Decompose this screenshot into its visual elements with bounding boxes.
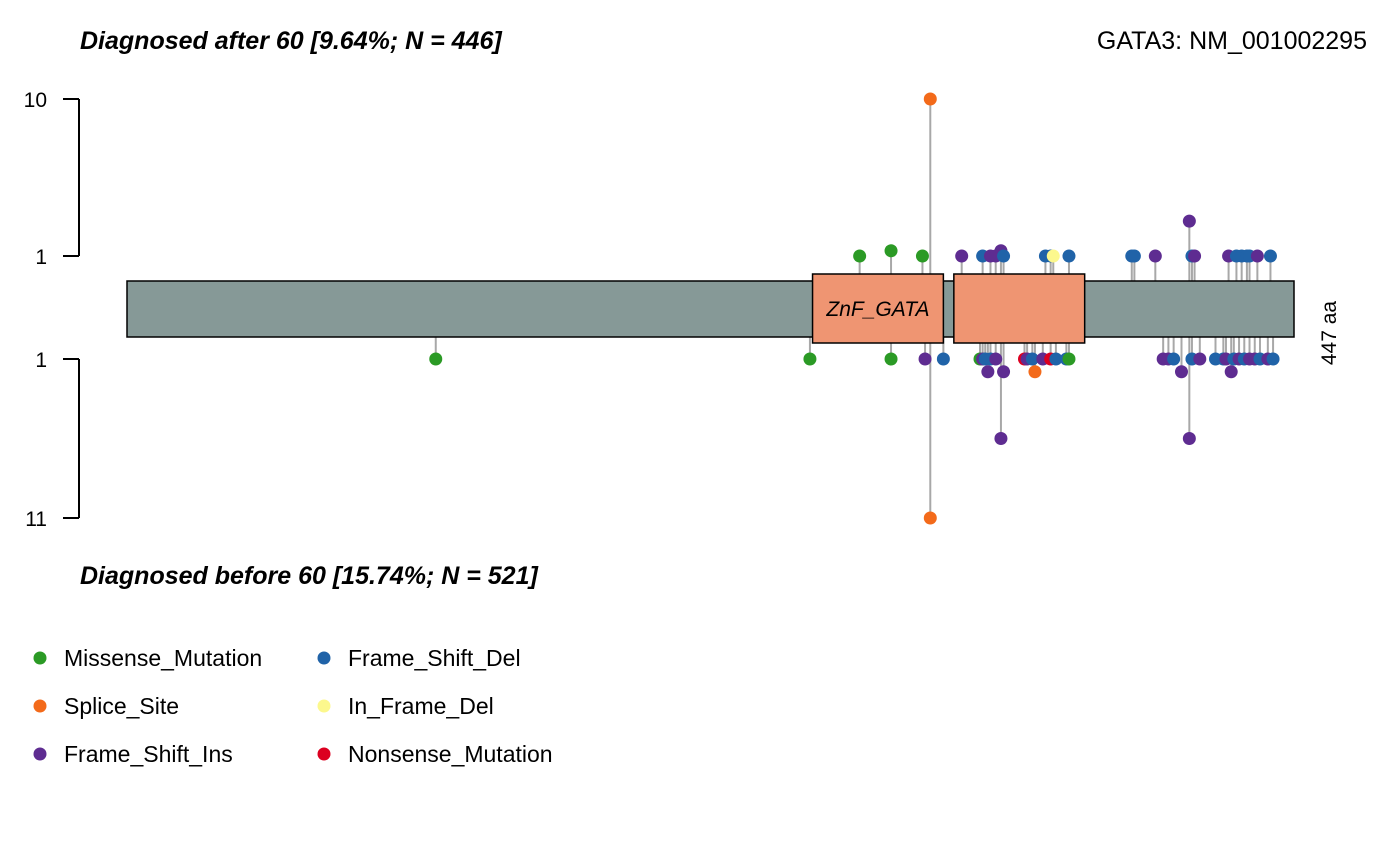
bottom-cohort-title: Diagnosed before 60 [15.74%; N = 521] [80,562,539,590]
bottom-mutation-point [1167,352,1181,366]
bottom-mutation-point [1049,352,1063,366]
legend-label: Frame_Shift_Del [348,645,521,671]
bottom-mutation-point [981,365,995,379]
legend-marker [317,651,331,665]
top-mutation-point [1182,214,1196,228]
bottom-mutation-point [1182,432,1196,445]
top-mutation-point [997,249,1011,263]
top-mutation-point [955,249,969,263]
legend-marker [33,651,47,665]
y-tick-label: 1 [35,349,47,372]
bottom-mutation-point [1266,352,1280,366]
bottom-mutation-point [429,352,443,366]
bottom-mutation-point [803,352,817,366]
top-mutation-point [915,249,929,263]
legend-label: Frame_Shift_Ins [64,741,233,767]
bottom-mutation-point [884,352,898,366]
top-mutation-point [1250,249,1264,263]
bottom-mutation-point [918,352,932,366]
top-mutation-point [853,249,867,263]
bottom-mutation-point [936,352,950,366]
bottom-mutation-point [1028,365,1042,379]
y-tick-label: 1 [35,246,47,269]
legend-marker [317,699,331,713]
gene-label: GATA3: NM_001002295 [1097,27,1367,55]
bottom-mutation-point [1025,352,1039,366]
bottom-mutation-point [1062,352,1076,366]
legend-marker [317,747,331,761]
domain-label: ZnF_GATA [825,298,929,321]
top-mutation-point [1046,249,1060,263]
legend-marker [33,699,47,713]
bottom-mutation-point [1193,352,1207,366]
top-mutation-point [923,92,937,106]
y-tick-label: 10 [24,89,47,112]
protein-domain [811,273,945,344]
top-mutation-point [884,244,898,258]
bottom-mutation-point [1174,365,1188,379]
bottom-mutation-point [994,432,1008,445]
top-cohort-title: Diagnosed after 60 [9.64%; N = 446] [80,27,503,55]
protein-domain [953,273,1086,344]
bottom-mutation-point [1224,365,1238,379]
legend-marker [33,747,47,761]
bottom-mutation-point [989,352,1003,366]
bottom-mutation-point [997,365,1011,379]
top-mutation-point [1127,249,1141,263]
legend-label: Nonsense_Mutation [348,741,553,767]
protein-length-label: 447 aa [1318,301,1341,366]
protein-backbone [126,280,1295,338]
top-mutation-point [1263,249,1277,263]
legend-label: Splice_Site [64,693,179,719]
top-mutation-point [1188,249,1202,263]
y-tick-label: 11 [25,508,47,531]
legend-label: Missense_Mutation [64,645,262,671]
bottom-mutation-point [923,511,937,525]
top-mutation-point [1148,249,1162,263]
top-mutation-point [1062,249,1076,263]
legend-label: In_Frame_Del [348,693,494,719]
